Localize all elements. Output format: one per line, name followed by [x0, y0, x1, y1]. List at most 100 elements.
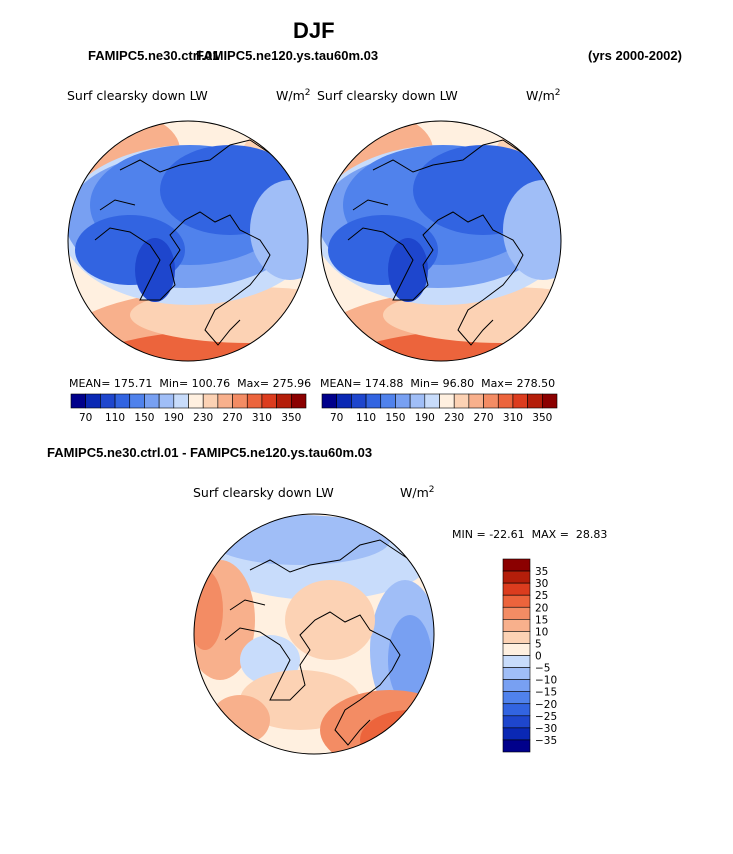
diff-colorbar-label: 20	[535, 602, 548, 614]
panel2-colorbar-swatch	[468, 393, 484, 409]
diff-colorbar-swatch	[502, 703, 531, 717]
diff-colorbar-swatch	[502, 667, 531, 680]
panel1-colorbar-swatch	[291, 393, 307, 409]
panel1-colorbar: 70 110 150 190 230 270 310 350	[70, 393, 307, 424]
panel2-colorbar-swatch	[395, 393, 411, 409]
diff-colorbar-label: −10	[535, 675, 557, 687]
diff-units: W/m2	[400, 485, 435, 501]
diff-colorbar-swatch	[502, 570, 531, 584]
diff-colorbar-swatch	[502, 679, 531, 692]
panel1-colorbar-swatch	[114, 393, 131, 409]
panel1-colorbar-swatch	[70, 393, 86, 409]
panel2-colorbar-label: 310	[503, 412, 523, 424]
diff-colorbar-label: 15	[535, 614, 548, 626]
panel2-colorbar-label: 110	[356, 412, 376, 424]
panel2-colorbar-swatch	[380, 393, 396, 409]
diff-colorbar-swatch	[502, 643, 531, 656]
diff-colorbar-label: 30	[535, 578, 548, 590]
diff-polar-map	[194, 514, 434, 754]
panel1-colorbar-swatch	[246, 393, 263, 409]
diff-colorbar-swatch	[502, 715, 531, 729]
panel1-colorbar-label: 310	[252, 412, 272, 424]
panel1-colorbar-swatch	[129, 393, 145, 409]
panel1-units: W/m2	[276, 88, 311, 104]
panel2-colorbar-swatch	[542, 393, 558, 409]
diff-colorbar-label: 25	[535, 590, 548, 602]
panel1-colorbar-swatch	[100, 393, 116, 409]
panel1-colorbar-label: 350	[281, 412, 301, 424]
diff-colorbar-label: −25	[535, 711, 557, 723]
season-title: DJF	[293, 18, 335, 43]
diff-colorbar-swatch	[502, 727, 531, 741]
panel1-colorbar-swatch	[173, 393, 189, 409]
diff-colorbar-label: 10	[535, 626, 548, 638]
diff-colorbar-label: −15	[535, 687, 557, 699]
panel2-colorbar-label: 270	[474, 412, 494, 424]
diff-colorbar-swatch	[502, 558, 531, 572]
panel2-colorbar: 70 110 150 190 230 270 310 350	[321, 393, 558, 424]
panel1-colorbar-swatch	[232, 393, 248, 409]
diff-colorbar-swatch	[502, 739, 531, 753]
panel1-colorbar-label: 70	[79, 412, 92, 424]
panel2-colorbar-swatch	[351, 393, 367, 409]
panel2-stats: MEAN= 174.88 Min= 96.80 Max= 278.50	[320, 377, 556, 390]
panel2-colorbar-swatch	[439, 393, 455, 409]
panel1-colorbar-swatch	[217, 393, 233, 409]
panel2-colorbar-swatch	[527, 393, 543, 409]
panel2-colorbar-label: 350	[532, 412, 552, 424]
panel2-colorbar-label: 230	[444, 412, 464, 424]
panel1-stats: MEAN= 175.71 Min= 100.76 Max= 275.96	[69, 377, 312, 390]
diff-colorbar-label: −20	[535, 699, 557, 711]
panel2-colorbar-swatch	[321, 393, 337, 409]
panel1-colorbar-swatch	[276, 393, 292, 409]
diff-colorbar-swatch	[502, 594, 531, 608]
panel1-polar-map	[68, 121, 308, 361]
panel1-colorbar-swatch	[144, 393, 160, 409]
panel2-units: W/m2	[526, 88, 561, 104]
case-name-right: FAMIPC5.ne120.ys.tau60m.03	[196, 48, 379, 63]
panel1-map-border	[67, 120, 309, 362]
panel1-colorbar-label: 230	[193, 412, 213, 424]
panel2-colorbar-label: 150	[385, 412, 405, 424]
panel1-colorbar-swatch	[158, 393, 175, 409]
panel2-map-border	[320, 120, 562, 362]
panel1-colorbar-swatch	[202, 393, 219, 409]
diff-variable: Surf clearsky down LW	[193, 485, 334, 500]
diff-colorbar-label: −30	[535, 723, 557, 735]
diff-minmax: MIN = -22.61 MAX = 28.83	[452, 528, 608, 541]
diff-title: FAMIPC5.ne30.ctrl.01 - FAMIPC5.ne120.ys.…	[47, 445, 373, 460]
panel1-colorbar-label: 190	[164, 412, 184, 424]
panel1-colorbar-label: 150	[134, 412, 154, 424]
panel1-colorbar-swatch	[85, 393, 101, 409]
diff-colorbar-swatch	[502, 606, 531, 620]
panel2-colorbar-swatch	[336, 393, 352, 409]
diff-colorbar-label: 0	[535, 651, 542, 663]
diff-colorbar-swatch	[502, 655, 531, 668]
panel2-colorbar-swatch	[424, 393, 440, 409]
panel2-polar-map	[321, 121, 561, 361]
diff-map-border	[193, 513, 435, 755]
panel1-variable: Surf clearsky down LW	[67, 88, 208, 103]
diff-colorbar-label: 35	[535, 566, 548, 578]
panel2-variable: Surf clearsky down LW	[317, 88, 458, 103]
panel2-colorbar-swatch	[512, 393, 528, 409]
diff-colorbar-swatch	[502, 619, 531, 632]
panel1-colorbar-swatch	[188, 393, 204, 409]
diff-colorbar-label: 5	[535, 638, 542, 650]
panel2-colorbar-swatch	[497, 393, 514, 409]
diff-colorbar-label: −5	[535, 663, 550, 675]
panel1-colorbar-label: 270	[223, 412, 243, 424]
panel2-colorbar-swatch	[483, 393, 499, 409]
diff-colorbar-swatch	[502, 691, 531, 705]
years-label: (yrs 2000-2002)	[588, 48, 682, 63]
case-name-left: FAMIPC5.ne30.ctrl.01	[88, 48, 220, 63]
diff-colorbar-swatch	[502, 582, 531, 596]
panel2-colorbar-swatch	[409, 393, 426, 409]
panel2-colorbar-swatch	[453, 393, 470, 409]
panel2-colorbar-label: 190	[415, 412, 435, 424]
panel1-colorbar-label: 110	[105, 412, 125, 424]
diff-colorbar-swatch	[502, 631, 531, 644]
panel1-colorbar-swatch	[261, 393, 277, 409]
